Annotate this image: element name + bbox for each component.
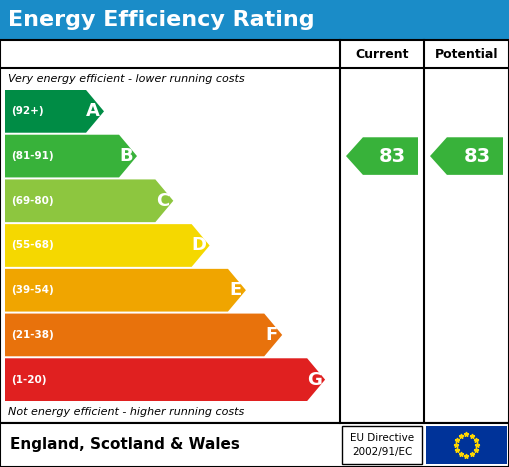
Polygon shape	[5, 90, 104, 133]
Text: 2002/91/EC: 2002/91/EC	[352, 447, 412, 457]
Text: Not energy efficient - higher running costs: Not energy efficient - higher running co…	[8, 407, 244, 417]
Text: EU Directive: EU Directive	[350, 433, 414, 443]
Bar	[426, 426, 507, 464]
Text: B: B	[120, 147, 133, 165]
Text: Energy Efficiency Rating: Energy Efficiency Rating	[8, 10, 315, 30]
Polygon shape	[346, 137, 418, 175]
Text: Very energy efficient - lower running costs: Very energy efficient - lower running co…	[8, 74, 245, 84]
Text: (21-38): (21-38)	[11, 330, 54, 340]
Polygon shape	[5, 358, 325, 401]
Text: 83: 83	[463, 147, 491, 166]
Bar	[0, 0, 509, 40]
Bar	[0, 40, 509, 423]
Text: (81-91): (81-91)	[11, 151, 53, 161]
Bar	[0, 423, 509, 467]
Polygon shape	[5, 224, 210, 267]
Text: (55-68): (55-68)	[11, 241, 54, 250]
Text: F: F	[265, 326, 277, 344]
Polygon shape	[5, 313, 282, 356]
Text: 83: 83	[379, 147, 406, 166]
Text: C: C	[156, 192, 169, 210]
Polygon shape	[5, 134, 137, 177]
Text: A: A	[87, 102, 100, 120]
Polygon shape	[5, 179, 173, 222]
Polygon shape	[430, 137, 503, 175]
Text: Potential: Potential	[435, 48, 498, 61]
Text: England, Scotland & Wales: England, Scotland & Wales	[10, 438, 240, 453]
Text: D: D	[191, 236, 206, 255]
Text: Current: Current	[355, 48, 409, 61]
Polygon shape	[5, 269, 246, 311]
Bar	[342, 426, 422, 464]
Text: (39-54): (39-54)	[11, 285, 54, 295]
Text: (69-80): (69-80)	[11, 196, 53, 206]
Text: (92+): (92+)	[11, 106, 44, 116]
Text: G: G	[307, 371, 322, 389]
Text: (1-20): (1-20)	[11, 375, 46, 385]
Text: E: E	[229, 281, 241, 299]
